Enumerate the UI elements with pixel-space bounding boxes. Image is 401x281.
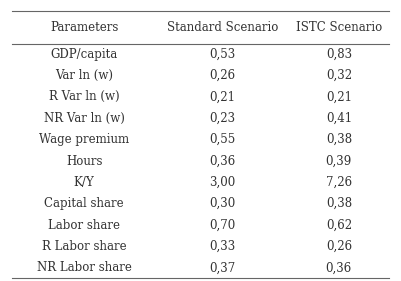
Text: 0,41: 0,41	[326, 112, 352, 125]
Text: 0,70: 0,70	[209, 219, 236, 232]
Text: 7,26: 7,26	[326, 176, 352, 189]
Text: NR Labor share: NR Labor share	[37, 261, 132, 274]
Text: 0,30: 0,30	[209, 197, 236, 210]
Text: ISTC Scenario: ISTC Scenario	[296, 21, 382, 34]
Text: 0,36: 0,36	[326, 261, 352, 274]
Text: Labor share: Labor share	[48, 219, 120, 232]
Text: Hours: Hours	[66, 155, 103, 167]
Text: 0,32: 0,32	[326, 69, 352, 82]
Text: 0,39: 0,39	[326, 155, 352, 167]
Text: 0,38: 0,38	[326, 197, 352, 210]
Text: 0,21: 0,21	[326, 90, 352, 103]
Text: NR Var ln (w): NR Var ln (w)	[44, 112, 125, 125]
Text: 0,62: 0,62	[326, 219, 352, 232]
Text: 0,36: 0,36	[209, 155, 236, 167]
Text: R Var ln (w): R Var ln (w)	[49, 90, 119, 103]
Text: R Labor share: R Labor share	[42, 240, 127, 253]
Text: Capital share: Capital share	[45, 197, 124, 210]
Text: 0,37: 0,37	[209, 261, 236, 274]
Text: GDP/capita: GDP/capita	[51, 48, 118, 61]
Text: 3,00: 3,00	[209, 176, 236, 189]
Text: 0,83: 0,83	[326, 48, 352, 61]
Text: 0,23: 0,23	[209, 112, 236, 125]
Text: 0,26: 0,26	[209, 69, 236, 82]
Text: Var ln (w): Var ln (w)	[55, 69, 113, 82]
Text: 0,21: 0,21	[210, 90, 235, 103]
Text: 0,38: 0,38	[326, 133, 352, 146]
Text: 0,55: 0,55	[209, 133, 236, 146]
Text: Standard Scenario: Standard Scenario	[167, 21, 278, 34]
Text: Parameters: Parameters	[50, 21, 118, 34]
Text: K/Y: K/Y	[74, 176, 95, 189]
Text: 0,53: 0,53	[209, 48, 236, 61]
Text: 0,33: 0,33	[209, 240, 236, 253]
Text: 0,26: 0,26	[326, 240, 352, 253]
Text: Wage premium: Wage premium	[39, 133, 129, 146]
